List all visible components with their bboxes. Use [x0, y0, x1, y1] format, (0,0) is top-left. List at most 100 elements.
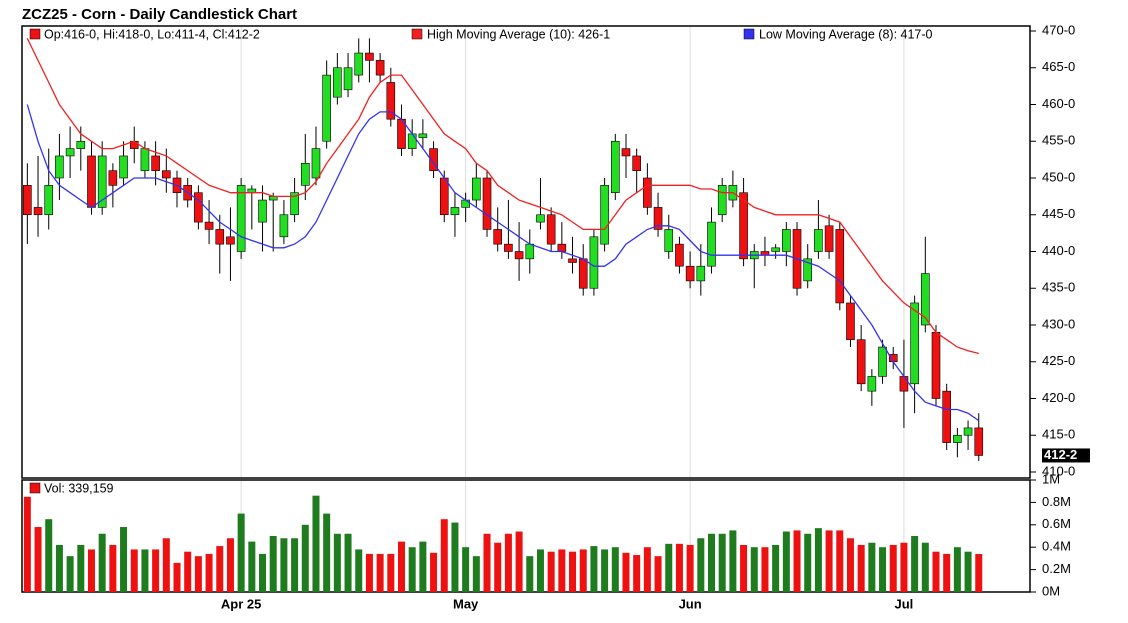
legend-entry: High Moving Average (10): 426-1: [427, 27, 610, 41]
volume-bar: [430, 552, 438, 592]
candle-body: [204, 221, 214, 230]
volume-bar: [953, 547, 961, 592]
volume-bar: [98, 533, 106, 592]
candle-body: [632, 155, 641, 171]
volume-bar: [611, 547, 619, 592]
volume-bar: [419, 541, 427, 592]
candle-body: [279, 214, 289, 238]
volume-bar: [130, 549, 138, 592]
volume-bar: [708, 533, 716, 592]
volume-bar: [397, 541, 405, 592]
y-tick-label: 450-0: [1042, 169, 1075, 184]
volume-bar: [344, 533, 352, 592]
candle-body: [782, 229, 791, 252]
candle-body: [504, 243, 513, 252]
moving-average: [26, 38, 979, 355]
volume-label: Vol: 339,159: [44, 481, 114, 495]
x-tick-label: May: [453, 596, 479, 611]
y-tick-label: 425-0: [1042, 353, 1075, 368]
volume-bar: [152, 549, 160, 592]
candle-body: [429, 148, 438, 171]
volume-bar: [494, 542, 502, 592]
volume-bar: [301, 524, 309, 592]
candle-body: [739, 192, 748, 260]
candle-body: [97, 155, 107, 208]
volume-bar: [87, 549, 95, 592]
candle-body: [386, 82, 396, 120]
volume-frame: [21, 479, 1031, 593]
volume-bar: [889, 544, 897, 592]
candle-body: [600, 185, 609, 245]
candle-body: [322, 74, 331, 142]
y-tick-label: 455-0: [1042, 133, 1075, 148]
candle-body: [23, 185, 32, 216]
volume-bar: [141, 549, 149, 592]
volume-bar: [120, 527, 128, 592]
candle-body: [707, 221, 716, 267]
candle-body: [675, 243, 684, 267]
candle-body: [119, 155, 128, 179]
volume-bar: [718, 533, 726, 592]
volume-bar: [729, 530, 737, 592]
legend-entry: Low Moving Average (8): 417-0: [759, 27, 933, 41]
volume-bar: [248, 541, 256, 592]
x-tick-label: Jul: [895, 596, 914, 611]
legend-swatch: [29, 482, 41, 494]
candle-body: [258, 199, 267, 223]
volume-bar: [654, 556, 662, 592]
volume-bar: [547, 551, 555, 592]
legend-swatch: [743, 28, 755, 40]
volume-bar: [34, 527, 42, 592]
volume-bar: [793, 530, 801, 592]
candle-body: [696, 265, 706, 282]
y-tick-label: 0.4M: [1042, 539, 1071, 554]
y-tick-label: 435-0: [1042, 280, 1075, 295]
volume-bar: [846, 538, 854, 592]
candle-body: [536, 214, 545, 223]
y-tick-label: 0.6M: [1042, 516, 1071, 531]
candle-body: [568, 258, 577, 263]
candle-body: [717, 185, 727, 216]
volume-bar: [162, 538, 170, 592]
volume-bar: [782, 531, 790, 592]
candle-body: [33, 207, 43, 216]
candle-body: [910, 302, 919, 385]
candle-body: [333, 67, 342, 98]
volume-bar: [857, 544, 865, 592]
volume-bar: [205, 553, 213, 592]
volume-bar: [23, 496, 31, 592]
candle-body: [771, 247, 780, 252]
y-tick-label: 430-0: [1042, 316, 1075, 331]
volume-bar: [932, 551, 940, 592]
volume-bar: [558, 549, 566, 592]
candle-body: [375, 60, 385, 76]
volume-bar: [66, 556, 74, 592]
volume-bar: [814, 528, 822, 592]
volume-bar: [686, 544, 694, 592]
volume-bar: [269, 536, 277, 592]
volume-bar: [697, 538, 705, 592]
volume-bar: [836, 530, 844, 592]
volume-bar: [216, 546, 224, 592]
candle-body: [493, 229, 503, 245]
volume-bar: [109, 544, 117, 592]
candle-body: [482, 177, 492, 230]
volume-bar: [376, 553, 384, 592]
volume-bar: [280, 538, 288, 592]
candle-body: [44, 185, 54, 216]
volume-bar: [291, 538, 299, 592]
volume-bar: [921, 542, 929, 592]
y-tick-label: 415-0: [1042, 427, 1075, 442]
candle-body: [610, 140, 620, 194]
y-tick-label: 445-0: [1042, 206, 1075, 221]
volume-bar: [387, 553, 395, 592]
candle-body: [65, 148, 75, 157]
volume-bar: [761, 547, 769, 592]
candle-body: [856, 339, 866, 385]
candle-body: [685, 265, 695, 282]
volume-bar: [55, 544, 63, 592]
volume-bar: [77, 544, 85, 592]
candle-body: [439, 177, 449, 216]
volume-bar: [312, 495, 320, 592]
